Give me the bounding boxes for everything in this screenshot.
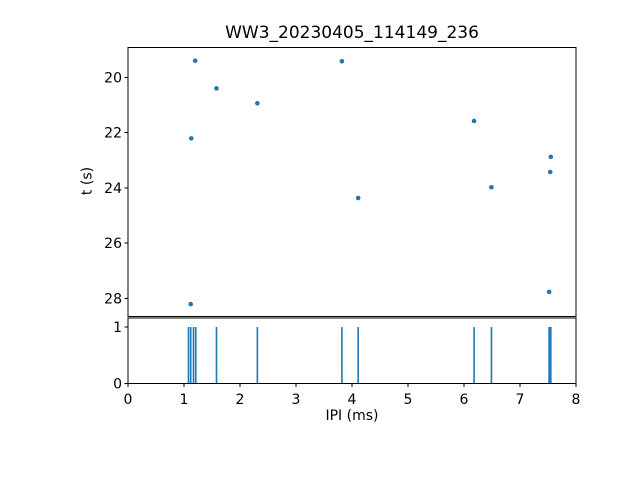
scatter-point bbox=[188, 136, 194, 141]
scatter-point bbox=[188, 301, 194, 307]
x-tick-label: 8 bbox=[572, 392, 581, 408]
scatter-point bbox=[546, 289, 552, 295]
y-tick-label: 20 bbox=[104, 70, 122, 86]
y-tick-label: 28 bbox=[104, 291, 122, 307]
x-axis-label: IPI (ms) bbox=[325, 408, 379, 424]
scatter-point bbox=[355, 195, 361, 201]
x-tick-label: 4 bbox=[348, 392, 357, 408]
x-tick-label: 0 bbox=[124, 392, 133, 408]
scatter-point bbox=[255, 100, 260, 106]
scatter-point bbox=[547, 169, 553, 175]
x-tick-label: 2 bbox=[236, 392, 245, 408]
x-tick-label: 7 bbox=[516, 392, 525, 408]
y-tick-label: 26 bbox=[104, 236, 122, 252]
top-axes-frame bbox=[127, 47, 577, 317]
scatter-point bbox=[489, 184, 494, 190]
x-tick-label: 5 bbox=[404, 392, 413, 408]
scatter-point bbox=[192, 58, 198, 64]
scatter-point bbox=[339, 59, 345, 64]
y-tick-label: 1 bbox=[113, 320, 122, 336]
chart-title: WW3_20230405_114149_236 bbox=[225, 23, 479, 43]
y-tick-label: 24 bbox=[104, 181, 122, 197]
scatter-point bbox=[214, 86, 219, 91]
y-tick-label: 0 bbox=[113, 377, 122, 393]
y-tick-label: 22 bbox=[104, 126, 122, 142]
x-tick-label: 6 bbox=[460, 392, 469, 408]
x-tick-label: 3 bbox=[292, 392, 301, 408]
y-axis-label: t (s) bbox=[79, 166, 96, 196]
scatter-point bbox=[471, 118, 477, 124]
scatter-point bbox=[548, 154, 554, 160]
x-tick-label: 1 bbox=[180, 392, 189, 408]
